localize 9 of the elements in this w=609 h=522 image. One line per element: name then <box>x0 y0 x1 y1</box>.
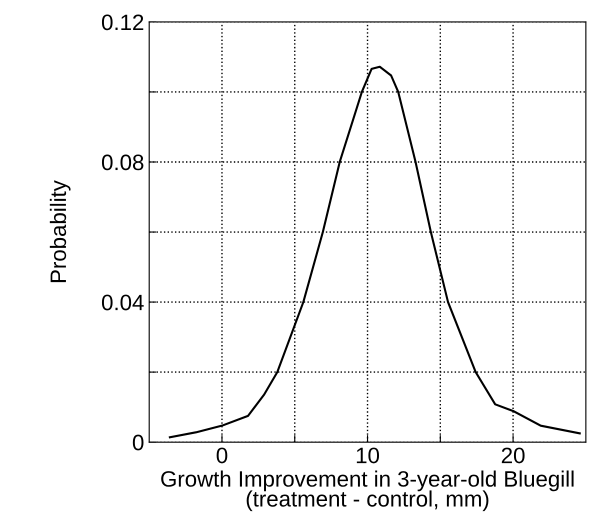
x-tick-label: 10 <box>356 448 380 464</box>
x-axis-title: Growth Improvement in 3-year-old Bluegill (treatment - control, mm) <box>161 470 574 512</box>
x-tick-label: 20 <box>502 448 525 464</box>
y-tick-label: 0.08 <box>102 154 144 170</box>
y-tick-label: 0.04 <box>102 294 144 310</box>
x-tick-label: 0 <box>216 448 228 464</box>
y-tick-label: 0.12 <box>102 14 144 30</box>
y-axis-title: Probability <box>50 180 71 282</box>
y-tick-label: 0 <box>132 434 144 450</box>
